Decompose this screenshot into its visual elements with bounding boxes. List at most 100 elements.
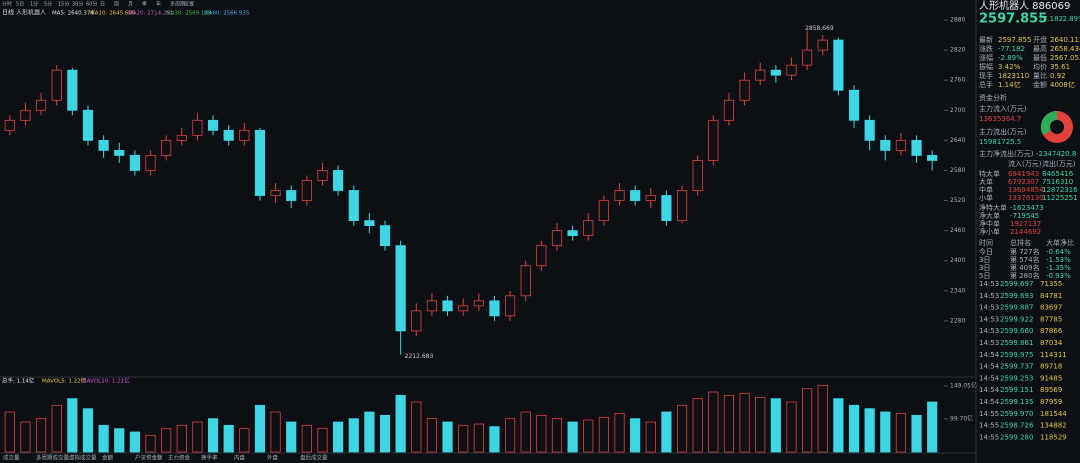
candle-body <box>82 109 94 141</box>
candle-body <box>442 300 453 312</box>
flow-out: 8465416 <box>1042 170 1074 178</box>
tick-time: 14:54 <box>979 374 1000 382</box>
net-name: 净小单 <box>979 227 1000 236</box>
candle-body <box>598 200 609 221</box>
candle-body <box>301 180 312 201</box>
candle-body <box>895 139 907 151</box>
volume-bar <box>98 424 109 453</box>
tab[interactable]: 盘后成交量 <box>300 454 328 462</box>
tick-volume: 84781 <box>1040 292 1062 300</box>
candle-body <box>864 119 875 141</box>
volume-bar <box>567 421 578 453</box>
rank-cell: 3日 <box>979 256 990 264</box>
tick-volume: 87959 <box>1040 398 1062 406</box>
tick-volume: 87866 <box>1040 327 1063 335</box>
stat: 4008亿 <box>1050 80 1075 89</box>
stat: 振幅 <box>979 62 993 71</box>
candle-body <box>364 220 375 227</box>
flow-out: 7516310 <box>1042 178 1073 186</box>
stat: 2640.113 <box>1050 36 1080 44</box>
volume-bar <box>473 423 484 453</box>
tab[interactable]: 虚拟成交量 <box>69 454 97 462</box>
candle-body <box>630 190 641 201</box>
volume-bar <box>192 421 203 453</box>
flow-name: 中单 <box>979 185 993 194</box>
tick-volume: 118529 <box>1040 433 1067 441</box>
rank-cell: -0.64% <box>1046 248 1071 256</box>
candle-body <box>114 149 125 156</box>
stat: 量比 <box>1033 71 1047 80</box>
stat: -77.182 <box>998 45 1025 53</box>
candle-body <box>192 119 203 136</box>
tab[interactable]: 主力资金 <box>168 454 191 462</box>
volume-bar <box>911 414 922 453</box>
candle-body <box>348 190 359 221</box>
tab[interactable]: 金额 <box>102 454 114 462</box>
volume-bar <box>129 431 140 453</box>
toolbar-item: 多周期 <box>170 1 185 8</box>
tab[interactable]: 多周期成交量 <box>36 454 70 462</box>
volume-bar <box>848 404 860 453</box>
candle-body <box>567 230 578 237</box>
candle-body <box>723 99 735 121</box>
net-val: 1927137 <box>1010 220 1041 228</box>
volume-bar <box>270 411 281 453</box>
panel-change: -77.182 <box>1036 15 1063 23</box>
candle-body <box>207 119 219 131</box>
volume-bar <box>723 394 735 453</box>
y-tick-label: 2880 <box>950 17 965 24</box>
volume-bar <box>411 401 422 453</box>
y-tick-label: 2340 <box>950 287 965 294</box>
stat: 开盘 <box>1033 35 1047 44</box>
panel-pct: -2.89% <box>1060 15 1080 23</box>
stat: 金额 <box>1033 80 1047 89</box>
stat: 2567.053 <box>1050 54 1080 62</box>
tick-volume: 134882 <box>1040 422 1067 430</box>
volume-bar <box>895 412 907 453</box>
ma-legend: MA10: 2645.605 <box>90 11 136 17</box>
volume-bar <box>802 388 813 453</box>
candle-body <box>67 69 78 111</box>
volume-bar <box>379 414 391 453</box>
volume-bar <box>770 398 781 453</box>
volume-bar <box>364 411 375 453</box>
volume-bar <box>630 418 641 453</box>
tick-time: 14:54 <box>979 386 1000 394</box>
volume-bar <box>333 421 344 453</box>
period: 日线 <box>2 9 14 17</box>
tab[interactable]: 成交量 <box>3 454 20 462</box>
tab[interactable]: 换手率 <box>201 454 218 462</box>
candle-body <box>98 139 109 151</box>
volume-bar <box>755 396 766 453</box>
panel-title: 人形机器人 886069 <box>979 0 1070 12</box>
tab[interactable]: 内盘 <box>234 454 246 462</box>
y-tick-label: 2820 <box>950 47 965 54</box>
volume-bar <box>254 404 266 453</box>
candle-body <box>458 305 469 312</box>
rank-cell: 第 727名 <box>1010 247 1040 256</box>
toolbar-item: 月 <box>128 2 133 8</box>
toolbar-item: 5日 <box>16 2 24 8</box>
stat: 总手 <box>979 80 993 89</box>
candle-body <box>645 195 656 201</box>
tick-time: 14:54 <box>979 351 1000 359</box>
tab[interactable]: 外盘 <box>267 454 279 462</box>
rank-cell: -1.53% <box>1046 256 1071 264</box>
flow-out: 12872316 <box>1042 186 1078 194</box>
volume-bar <box>864 408 875 453</box>
volume-tick-label: 99.70亿 <box>950 414 973 422</box>
tick-price: 2599.693 <box>1000 292 1033 300</box>
volume-bar <box>317 428 328 453</box>
candle-body <box>833 39 844 91</box>
rank-cell: 第 574名 <box>1010 255 1040 264</box>
outflow-label: 主力流出(万元) <box>979 127 1027 136</box>
volume-tick-label: 149.05亿 <box>950 381 977 389</box>
volume-bar <box>348 418 359 453</box>
tab[interactable]: 户深资金额 <box>135 454 163 462</box>
y-tick-label: 2580 <box>950 167 965 174</box>
candle-body <box>770 69 781 76</box>
flow-in: 13376130 <box>1008 194 1044 202</box>
flow-in: 6792307 <box>1008 178 1039 186</box>
